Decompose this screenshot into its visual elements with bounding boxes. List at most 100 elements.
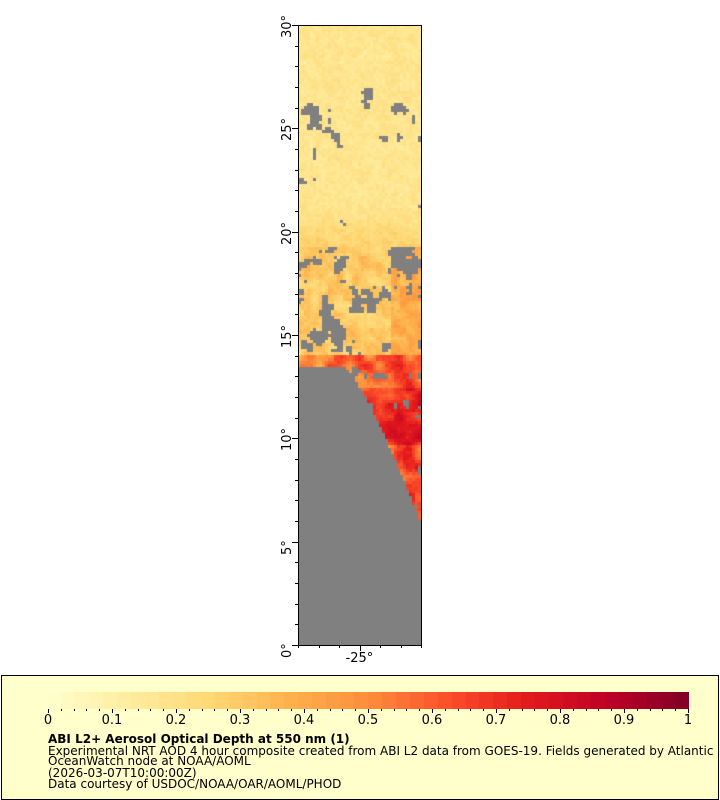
y-tick <box>295 418 298 419</box>
colorbar-tick <box>521 709 523 711</box>
colorbar-tick <box>73 709 75 711</box>
y-tick <box>292 438 298 439</box>
y-tick-label: 10° <box>280 428 295 452</box>
colorbar-tick <box>124 709 126 711</box>
colorbar-tick <box>240 709 241 713</box>
y-tick <box>292 232 298 233</box>
y-tick-label: 30° <box>280 14 295 38</box>
colorbar-tick <box>163 709 165 711</box>
colorbar-tick <box>227 709 229 711</box>
colorbar-tick <box>291 709 293 711</box>
y-tick <box>295 480 298 481</box>
colorbar-tick <box>48 709 49 713</box>
colorbar-tick <box>201 709 203 711</box>
colorbar-label: 0.9 <box>613 713 635 728</box>
colorbar <box>48 692 689 709</box>
colorbar-tick <box>214 709 216 711</box>
y-tick <box>292 128 298 129</box>
y-tick <box>295 273 298 274</box>
colorbar-tick <box>611 709 613 711</box>
colorbar-tick <box>252 709 254 711</box>
colorbar-tick <box>176 709 177 713</box>
legend-credit: Data courtesy of USDOC/NOAA/OAR/AOML/PHO… <box>48 777 342 791</box>
y-tick <box>295 521 298 522</box>
y-tick-label: 15° <box>280 324 295 348</box>
colorbar-label: 0 <box>43 713 53 728</box>
y-tick <box>295 108 298 109</box>
y-tick-label: 20° <box>280 221 295 245</box>
colorbar-label: 0.3 <box>229 713 251 728</box>
y-tick <box>295 314 298 315</box>
y-tick <box>295 562 298 563</box>
y-tick <box>295 376 298 377</box>
colorbar-label: 0.2 <box>165 713 187 728</box>
aod-raster <box>298 25 421 645</box>
colorbar-tick <box>188 709 190 711</box>
colorbar-label: 0.6 <box>421 713 443 728</box>
x-tick <box>360 645 361 651</box>
y-tick-label: 25° <box>280 118 295 142</box>
colorbar-tick <box>598 709 600 711</box>
colorbar-tick <box>534 709 536 711</box>
y-tick <box>295 87 298 88</box>
colorbar-tick <box>470 709 472 711</box>
colorbar-tick <box>137 709 139 711</box>
colorbar-tick <box>649 709 651 711</box>
y-tick <box>295 46 298 47</box>
colorbar-tick <box>406 709 408 711</box>
colorbar-tick <box>585 709 587 711</box>
colorbar-label: 1 <box>683 713 693 728</box>
legend-time: (2026-03-07T10:00:00Z) <box>48 766 197 780</box>
x-tick <box>401 645 402 648</box>
colorbar-tick <box>457 709 459 711</box>
y-tick <box>295 624 298 625</box>
colorbar-tick <box>444 709 446 711</box>
colorbar-tick <box>86 709 88 711</box>
colorbar-tick <box>483 709 485 711</box>
y-tick <box>295 294 298 295</box>
y-tick-label: 0° <box>280 643 295 658</box>
y-tick-label: 5° <box>280 539 295 555</box>
colorbar-label: 0.8 <box>549 713 571 728</box>
y-tick <box>295 170 298 171</box>
colorbar-tick <box>380 709 382 711</box>
colorbar-tick <box>150 709 152 711</box>
colorbar-label: 0.1 <box>101 713 123 728</box>
colorbar-tick <box>636 709 638 711</box>
colorbar-label: 0.5 <box>357 713 379 728</box>
y-tick <box>295 356 298 357</box>
x-tick <box>421 645 422 648</box>
x-tick <box>339 645 340 648</box>
x-tick-label: -25° <box>345 651 374 666</box>
y-tick <box>295 459 298 460</box>
y-tick <box>292 25 298 26</box>
y-tick <box>295 604 298 605</box>
colorbar-tick <box>547 709 549 711</box>
colorbar-tick <box>112 709 113 713</box>
colorbar-tick <box>304 709 305 713</box>
colorbar-tick <box>675 709 677 711</box>
legend-description-1: Experimental NRT AOD 4 hour composite cr… <box>48 744 714 758</box>
colorbar-tick <box>432 709 433 713</box>
colorbar-tick <box>368 709 369 713</box>
y-tick <box>295 211 298 212</box>
colorbar-tick <box>688 709 689 713</box>
y-tick <box>295 149 298 150</box>
colorbar-tick <box>393 709 395 711</box>
x-tick <box>298 645 299 648</box>
colorbar-label: 0.4 <box>293 713 315 728</box>
colorbar-tick <box>419 709 421 711</box>
y-tick <box>295 252 298 253</box>
colorbar-tick <box>662 709 664 711</box>
y-tick <box>295 500 298 501</box>
colorbar-tick <box>355 709 357 711</box>
colorbar-tick <box>99 709 101 711</box>
colorbar-tick <box>316 709 318 711</box>
colorbar-label: 0.7 <box>485 713 507 728</box>
y-tick <box>292 645 298 646</box>
colorbar-tick <box>265 709 267 711</box>
y-tick <box>292 542 298 543</box>
colorbar-tick <box>342 709 344 711</box>
y-tick <box>295 583 298 584</box>
colorbar-tick <box>560 709 561 713</box>
